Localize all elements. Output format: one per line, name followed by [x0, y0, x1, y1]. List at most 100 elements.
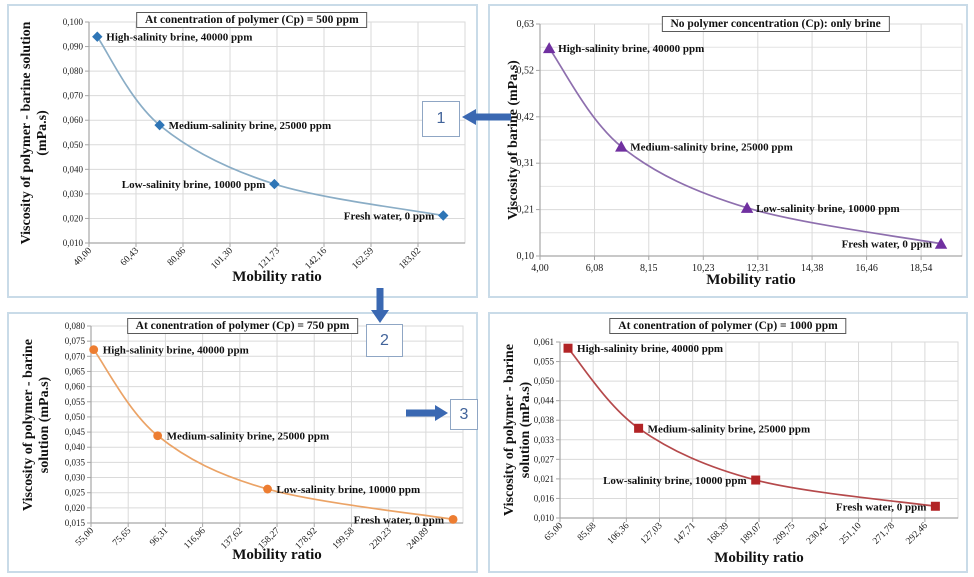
svg-text:0,52: 0,52 — [517, 65, 535, 76]
svg-text:0,040: 0,040 — [65, 442, 86, 452]
svg-text:75,65: 75,65 — [111, 526, 133, 548]
svg-text:High-salinity brine, 40000 ppm: High-salinity brine, 40000 ppm — [106, 32, 252, 44]
svg-text:0,027: 0,027 — [534, 454, 555, 464]
svg-text:4,00: 4,00 — [531, 263, 549, 274]
svg-text:6,08: 6,08 — [586, 263, 604, 274]
svg-text:0,055: 0,055 — [534, 357, 555, 367]
svg-text:251,10: 251,10 — [838, 521, 864, 547]
svg-text:147,71: 147,71 — [672, 521, 698, 547]
chart-panel-cp1000: 0,061 0,055 0,050 0,044 0,038 0,033 0,027 0,021… — [488, 312, 968, 573]
svg-text:Low-salinity brine, 10000 ppm: Low-salinity brine, 10000 ppm — [277, 484, 421, 496]
svg-text:0,021: 0,021 — [534, 474, 554, 484]
svg-text:0,10: 0,10 — [517, 251, 535, 262]
svg-text:189,07: 189,07 — [739, 521, 765, 547]
svg-text:0,010: 0,010 — [63, 238, 84, 248]
svg-text:0,100: 0,100 — [63, 17, 84, 27]
svg-text:271,78: 271,78 — [871, 521, 897, 547]
svg-text:18,54: 18,54 — [910, 263, 933, 274]
chart-plot-cp750: 0,080 0,075 0,070 0,065 0,060 0,055 0,050 0,045… — [65, 321, 464, 552]
chart-title-cp1000: At conentration of polymer (Cp) = 1000 p… — [609, 318, 847, 334]
svg-text:209,75: 209,75 — [772, 521, 798, 547]
chart-title-brine-only: No polymer concentration (Cp): only brin… — [661, 16, 890, 32]
svg-text:80,86: 80,86 — [166, 246, 188, 268]
svg-text:Low-salinity brine, 10000 ppm: Low-salinity brine, 10000 ppm — [603, 475, 747, 487]
svg-text:0,060: 0,060 — [63, 115, 84, 125]
svg-text:0,050: 0,050 — [63, 140, 84, 150]
svg-text:Low-salinity brine, 10000 ppm: Low-salinity brine, 10000 ppm — [122, 179, 266, 191]
svg-text:Fresh water, 0 ppm: Fresh water, 0 ppm — [842, 239, 932, 251]
svg-text:High-salinity brine, 40000 ppm: High-salinity brine, 40000 ppm — [577, 343, 723, 355]
svg-text:0,21: 0,21 — [517, 205, 535, 216]
svg-text:0,065: 0,065 — [65, 366, 86, 376]
svg-text:96,31: 96,31 — [148, 526, 170, 548]
svg-text:Medium-salinity brine, 25000 p: Medium-salinity brine, 25000 ppm — [167, 431, 330, 443]
chart-panel-brine-only: 0,63 0,52 0,42 0,31 0,21 0,10 4,00 6,08 8,15 10,2… — [488, 4, 968, 298]
svg-text:60,43: 60,43 — [119, 246, 141, 268]
svg-text:220,23: 220,23 — [368, 526, 394, 552]
svg-text:High-salinity brine, 40000 ppm: High-salinity brine, 40000 ppm — [558, 43, 704, 55]
svg-text:0,63: 0,63 — [517, 19, 535, 30]
svg-text:0,42: 0,42 — [517, 112, 535, 123]
svg-text:121,73: 121,73 — [257, 246, 283, 272]
svg-text:55,00: 55,00 — [74, 526, 96, 548]
svg-text:0,31: 0,31 — [517, 158, 535, 169]
svg-text:0,061: 0,061 — [534, 337, 554, 347]
svg-text:0,016: 0,016 — [534, 493, 555, 503]
x-axis-title: Mobility ratio — [232, 547, 322, 563]
chart-plot-cp1000: 0,061 0,055 0,050 0,044 0,038 0,033 0,027 0,021… — [534, 337, 959, 547]
svg-text:0,020: 0,020 — [63, 213, 84, 223]
svg-text:199,58: 199,58 — [331, 526, 357, 552]
svg-text:10,23: 10,23 — [692, 263, 715, 274]
chart-plot-brine-only: 0,63 0,52 0,42 0,31 0,21 0,104,00 6,08 8,15 10,2… — [517, 19, 963, 274]
svg-text:106,36: 106,36 — [606, 521, 632, 547]
svg-text:Medium-salinity brine, 25000 p: Medium-salinity brine, 25000 ppm — [648, 423, 811, 435]
svg-text:0,075: 0,075 — [65, 336, 86, 346]
svg-text:12,31: 12,31 — [747, 263, 770, 274]
x-axis-title: Mobility ratio — [232, 269, 322, 285]
svg-text:14,38: 14,38 — [801, 263, 824, 274]
svg-text:Medium-salinity brine, 25000 p: Medium-salinity brine, 25000 ppm — [169, 120, 332, 132]
callout-box-2: 2 — [366, 324, 403, 357]
svg-text:0,025: 0,025 — [65, 488, 86, 498]
svg-text:0,045: 0,045 — [65, 427, 86, 437]
svg-text:16,46: 16,46 — [855, 263, 878, 274]
svg-text:127,03: 127,03 — [639, 521, 665, 547]
svg-text:0,030: 0,030 — [63, 189, 84, 199]
y-axis-title: Viscosity of polymer - barine solution (… — [18, 21, 50, 245]
chart-title-cp750: At conentration of polymer (Cp) = 750 pp… — [126, 318, 359, 334]
svg-text:0,038: 0,038 — [534, 415, 555, 425]
callout-box-1: 1 — [422, 101, 460, 137]
svg-text:40,00: 40,00 — [72, 246, 94, 268]
svg-text:142,16: 142,16 — [304, 246, 330, 272]
y-axis-title: Viscosity of polymer - barine solution (… — [20, 339, 52, 511]
svg-text:0,080: 0,080 — [65, 321, 86, 331]
svg-text:0,044: 0,044 — [534, 396, 555, 406]
svg-text:0,050: 0,050 — [65, 412, 86, 422]
svg-text:0,020: 0,020 — [65, 503, 86, 513]
svg-text:0,070: 0,070 — [65, 351, 86, 361]
svg-text:High-salinity brine, 40000 ppm: High-salinity brine, 40000 ppm — [103, 345, 249, 357]
svg-text:8,15: 8,15 — [640, 263, 658, 274]
svg-text:0,060: 0,060 — [65, 382, 86, 392]
svg-text:Fresh water, 0 ppm: Fresh water, 0 ppm — [836, 501, 926, 513]
x-axis-title: Mobility ratio — [706, 272, 796, 288]
svg-text:0,030: 0,030 — [65, 473, 86, 483]
callout-box-3: 3 — [450, 399, 478, 430]
x-axis-title: Mobility ratio — [714, 550, 804, 566]
svg-text:0,070: 0,070 — [63, 91, 84, 101]
svg-text:0,090: 0,090 — [63, 42, 84, 52]
chart-plot-cp500: 0,100 0,090 0,080 0,070 0,060 0,050 0,040 0,030… — [63, 17, 466, 272]
svg-text:65,00: 65,00 — [543, 521, 565, 543]
svg-text:162,59: 162,59 — [351, 246, 377, 272]
chart-panel-cp750: 0,080 0,075 0,070 0,065 0,060 0,055 0,050 0,045… — [7, 312, 478, 573]
svg-text:0,080: 0,080 — [63, 66, 84, 76]
svg-text:0,033: 0,033 — [534, 435, 555, 445]
svg-text:292,46: 292,46 — [904, 521, 930, 547]
svg-text:101,30: 101,30 — [210, 246, 236, 272]
y-axis-title: Viscosity of barine (mPa.s) — [505, 60, 521, 220]
svg-text:0,010: 0,010 — [534, 513, 555, 523]
svg-text:Fresh water, 0 ppm: Fresh water, 0 ppm — [354, 514, 444, 526]
y-axis-title: Viscosity of polymer - barine solution (… — [501, 344, 533, 516]
svg-text:230,42: 230,42 — [805, 521, 831, 547]
